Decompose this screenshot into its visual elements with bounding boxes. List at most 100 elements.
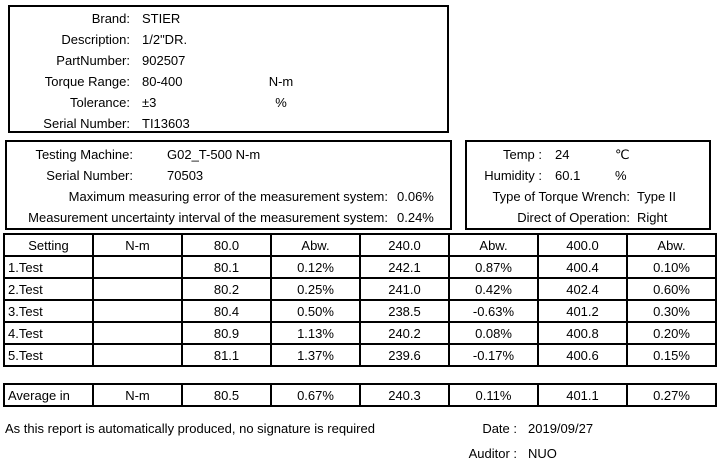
header-unit: N-m [92,233,183,257]
table-cell: 0.11% [448,383,539,407]
table-row-average: Average in N-m 80.5 0.67% 240.3 0.11% 40… [3,383,717,407]
table-cell [92,255,183,279]
table-cell: 241.0 [359,277,450,301]
table-cell: 401.1 [537,383,628,407]
date-value: 2019/09/27 [528,421,594,436]
table-cell: 402.4 [537,277,628,301]
table-cell [92,321,183,345]
table-cell: 400.4 [537,255,628,279]
table-cell: 0.50% [270,299,361,323]
table-cell: 1.Test [3,255,94,279]
serial-number-unit [258,113,304,134]
env-row-temp: Temp : 24 ℃ [467,144,709,165]
table-cell [92,343,183,367]
device-row-partnumber: PartNumber: 902507 [10,50,447,71]
table-row-test-3: 3.Test 80.4 0.50% 238.5 -0.63% 401.2 0.3… [3,299,717,323]
machine-row-uncertainty: Measurement uncertainty interval of the … [7,207,450,228]
table-cell: 0.20% [626,321,717,345]
device-row-torque-range: Torque Range: 80-400 N-m [10,71,447,92]
results-header-row: Setting N-m 80.0 Abw. 240.0 Abw. 400.0 A… [3,233,717,257]
header-setpoint-80: 80.0 [181,233,272,257]
max-error-value: 0.06% [397,189,434,204]
results-table: Setting N-m 80.0 Abw. 240.0 Abw. 400.0 A… [3,233,717,367]
table-cell: 400.8 [537,321,628,345]
table-cell: 0.15% [626,343,717,367]
table-cell: 238.5 [359,299,450,323]
device-row-brand: Brand: STIER [10,8,447,29]
testing-machine-value: G02_T-500 N-m [167,147,261,162]
machine-row-testing-machine: Testing Machine: G02_T-500 N-m [7,144,450,165]
testing-machine-box: Testing Machine: G02_T-500 N-m Serial Nu… [5,140,452,230]
description-label: Description: [61,32,130,47]
table-cell: 0.27% [626,383,717,407]
temp-label: Temp : [502,147,542,162]
brand-label: Brand: [91,11,130,26]
machine-serial-value: 70503 [167,168,204,183]
table-cell: 0.60% [626,277,717,301]
table-cell: 80.4 [181,299,272,323]
partnumber-label: PartNumber: [56,53,130,68]
table-cell: 240.3 [359,383,450,407]
env-row-humidity: Humidity : 60.1 % [467,165,709,186]
uncertainty-value: 0.24% [397,210,434,225]
table-cell: 1.13% [270,321,361,345]
machine-row-max-error: Maximum measuring error of the measureme… [7,186,450,207]
table-cell: 81.1 [181,343,272,367]
table-cell: 5.Test [3,343,94,367]
machine-row-serial-number: Serial Number: 70503 [7,165,450,186]
brand-value: STIER [142,11,181,26]
auto-report-note: As this report is automatically produced… [5,421,375,436]
header-abw-2: Abw. [448,233,539,257]
table-cell: 80.9 [181,321,272,345]
operation-direction-label: Direct of Operation: [517,210,630,225]
table-cell: 80.5 [181,383,272,407]
description-unit [258,29,304,50]
table-cell: -0.17% [448,343,539,367]
device-row-description: Description: 1/2"DR. [10,29,447,50]
table-cell: 0.87% [448,255,539,279]
table-cell: 4.Test [3,321,94,345]
brand-unit [258,8,304,29]
table-row-test-5: 5.Test 81.1 1.37% 239.6 -0.17% 400.6 0.1… [3,343,717,367]
device-row-tolerance: Tolerance: ±3 % [10,92,447,113]
testing-machine-label: Testing Machine: [35,147,133,162]
table-cell [92,299,183,323]
table-cell: 80.2 [181,277,272,301]
header-abw-1: Abw. [270,233,361,257]
table-cell: 1.37% [270,343,361,367]
header-setpoint-240: 240.0 [359,233,450,257]
date-label: Date : [482,421,517,436]
table-cell: 3.Test [3,299,94,323]
table-cell: 401.2 [537,299,628,323]
average-table: Average in N-m 80.5 0.67% 240.3 0.11% 40… [3,383,717,407]
table-cell: 240.2 [359,321,450,345]
humidity-value: 60.1 [555,168,581,183]
header-abw-3: Abw. [626,233,717,257]
table-cell: 0.10% [626,255,717,279]
serial-number-value: TI13603 [142,116,190,131]
torque-range-label: Torque Range: [44,74,130,89]
table-cell: 400.6 [537,343,628,367]
table-cell: 0.08% [448,321,539,345]
max-error-label: Maximum measuring error of the measureme… [68,189,388,204]
table-cell: Average in [3,383,94,407]
table-cell: 2.Test [3,277,94,301]
table-cell: 0.30% [626,299,717,323]
tolerance-value: ±3 [142,95,157,110]
device-info-box: Brand: STIER Description: 1/2"DR. PartNu… [8,5,449,133]
table-cell: 0.25% [270,277,361,301]
tolerance-label: Tolerance: [70,95,130,110]
wrench-type-value: Type II [637,189,677,204]
table-row-test-2: 2.Test 80.2 0.25% 241.0 0.42% 402.4 0.60… [3,277,717,301]
table-cell: 0.67% [270,383,361,407]
humidity-unit: % [615,168,627,183]
table-cell: 0.42% [448,277,539,301]
serial-number-label: Serial Number: [43,116,130,131]
device-row-serial-number: Serial Number: TI13603 [10,113,447,134]
table-row-test-1: 1.Test 80.1 0.12% 242.1 0.87% 400.4 0.10… [3,255,717,279]
table-cell: 239.6 [359,343,450,367]
operation-direction-value: Right [637,210,668,225]
header-setpoint-400: 400.0 [537,233,628,257]
humidity-label: Humidity : [484,168,542,183]
description-value: 1/2"DR. [142,32,188,47]
